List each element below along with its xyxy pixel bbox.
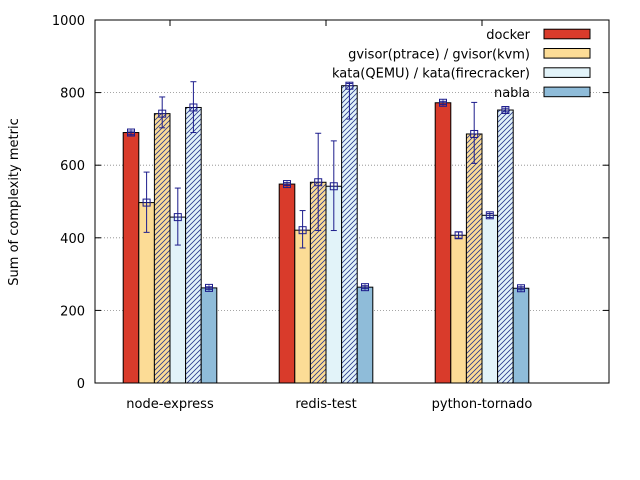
x-axis-ticks: node-express redis-test python-tornado <box>126 20 532 412</box>
legend-swatch <box>543 48 591 59</box>
bar <box>122 132 140 384</box>
legend-label: kata(QEMU) / kata(firecracker) <box>332 67 530 82</box>
bar <box>512 287 530 384</box>
y-tick-label: 200 <box>60 304 85 319</box>
bar <box>434 102 452 384</box>
bar <box>497 109 514 384</box>
bar <box>465 133 483 384</box>
y-axis-ticks: 0 200 400 600 800 1000 <box>52 14 609 392</box>
bar <box>200 287 218 384</box>
legend-label: gvisor(ptrace) / gvisor(kvm) <box>348 47 530 62</box>
y-tick-label: 0 <box>77 377 85 392</box>
legend-swatch <box>543 67 591 78</box>
legend-swatch <box>543 28 591 40</box>
bar <box>341 85 358 384</box>
y-tick-label: 1000 <box>52 14 85 29</box>
legend-swatch <box>543 86 591 98</box>
legend-label: nabla <box>494 86 530 101</box>
bar <box>153 113 171 384</box>
plot-frame <box>94 19 610 384</box>
x-tick-label: node-express <box>126 397 214 412</box>
bar <box>481 214 499 384</box>
legend-label: docker <box>486 28 530 43</box>
bar <box>278 183 296 384</box>
x-tick-label: python-tornado <box>432 397 533 412</box>
bar <box>294 229 311 384</box>
legend: docker gvisor(ptrace) / gvisor(kvm) kata(Q… <box>332 28 591 101</box>
bar <box>450 234 467 384</box>
y-tick-label: 800 <box>60 87 85 102</box>
bar <box>356 286 374 384</box>
x-tick-label: redis-test <box>295 397 356 412</box>
error-bars-group <box>127 81 525 293</box>
bar <box>185 106 202 384</box>
y-axis-label: Sum of complexity metric <box>7 118 22 285</box>
y-tick-label: 400 <box>60 232 85 247</box>
bars-group <box>122 85 530 384</box>
y-tick-label: 600 <box>60 159 85 174</box>
